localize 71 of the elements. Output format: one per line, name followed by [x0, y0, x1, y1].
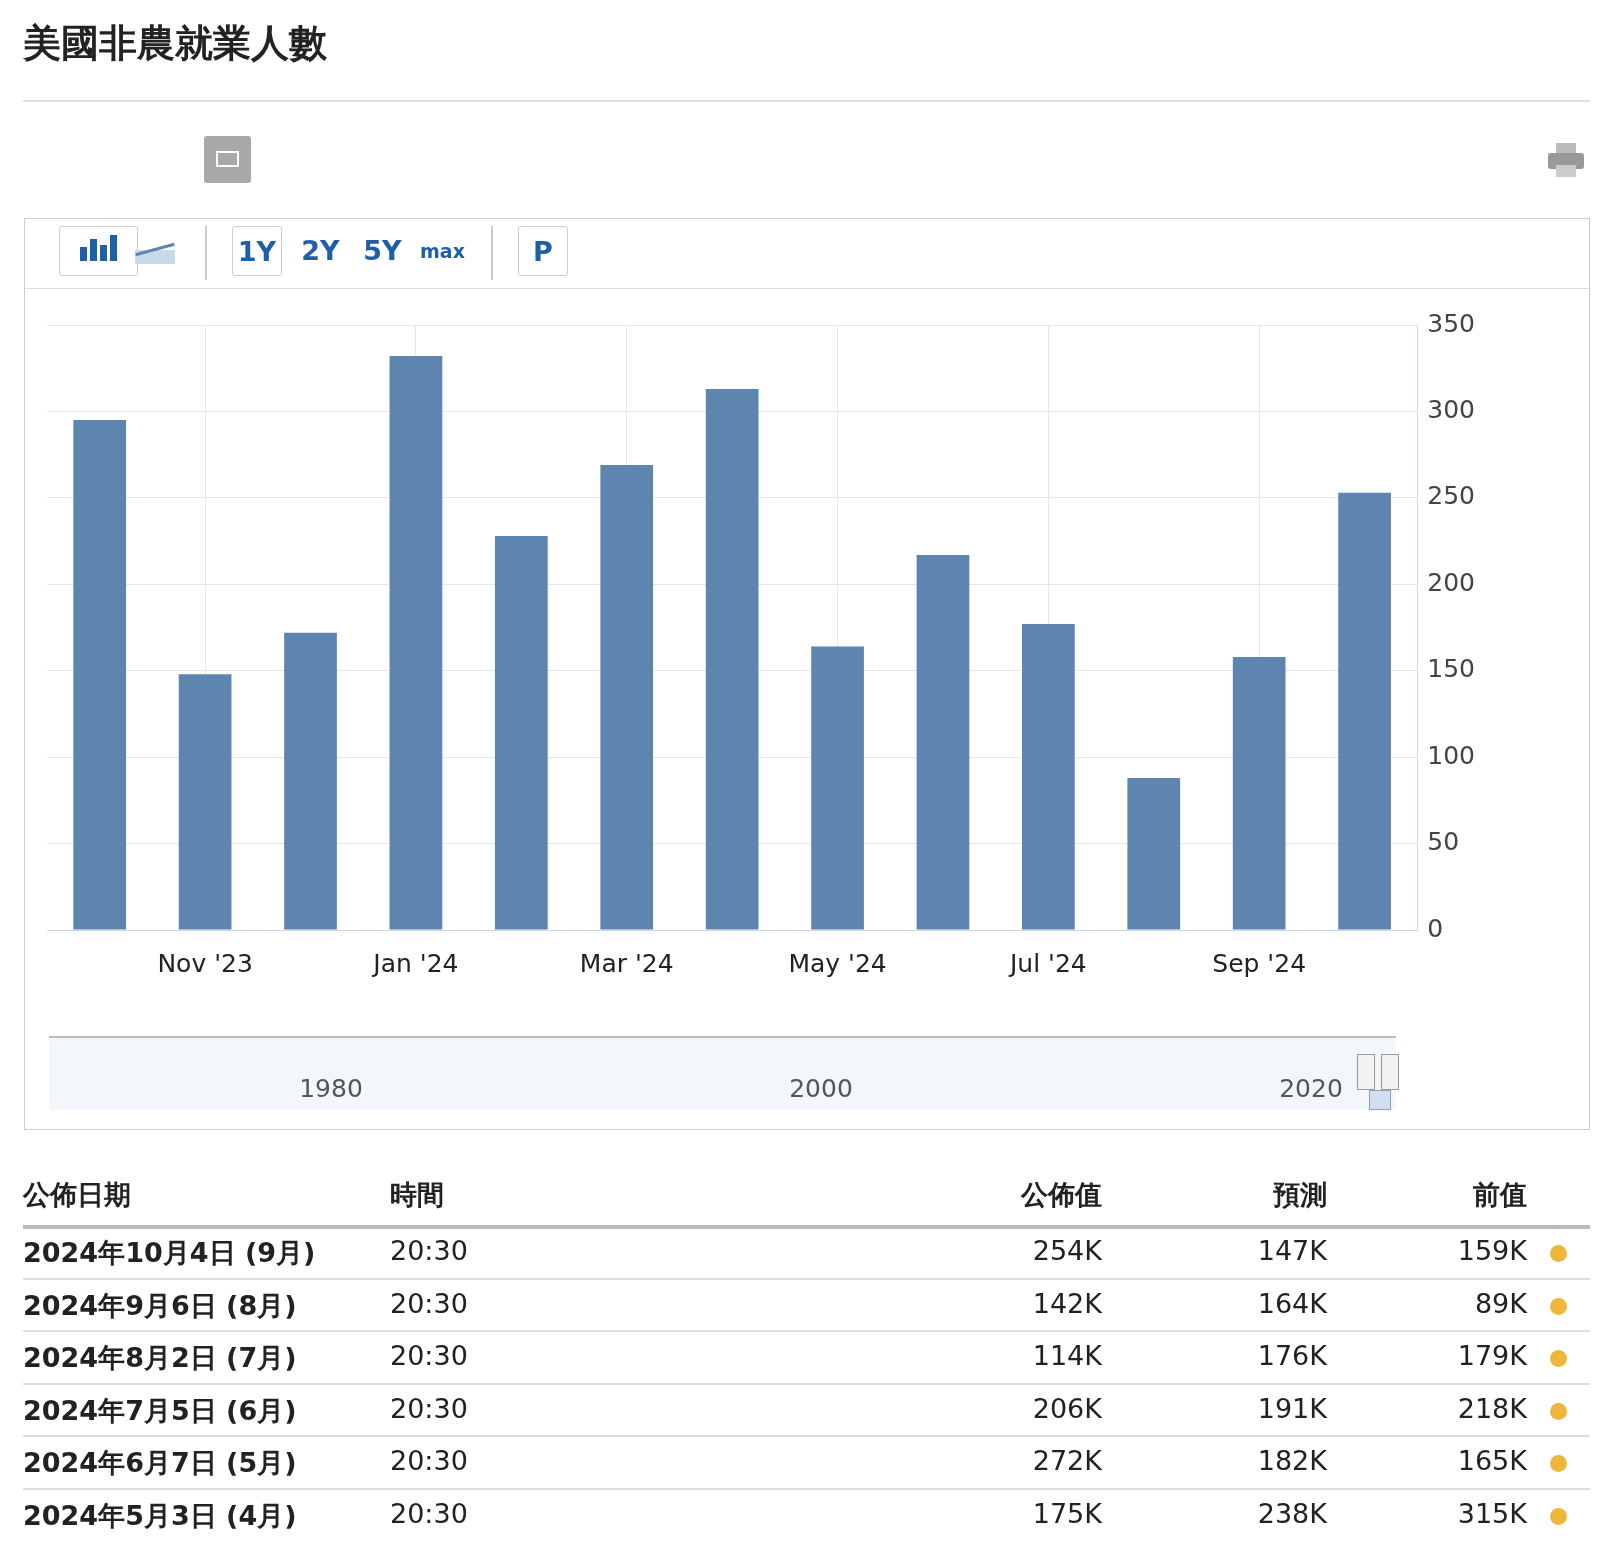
text: 5Y: [362, 234, 403, 268]
bar: [811, 646, 864, 930]
text: 20:30: [390, 1340, 468, 1371]
bar: [916, 554, 970, 930]
text: 20:30: [390, 1445, 468, 1476]
text: 315K: [1457, 1497, 1527, 1529]
text: 2024年9月6日 (8月): [23, 1288, 297, 1323]
text: max: [420, 239, 465, 264]
text: 206K: [1032, 1392, 1102, 1424]
text: 1Y: [232, 226, 282, 276]
x-tick-label: Jul '24: [1007, 948, 1087, 978]
text: 2024年7月5日 (6月): [23, 1393, 297, 1428]
text: 20:30: [390, 1235, 468, 1266]
chart-title: 美國非農就業人數: [23, 20, 327, 67]
text: 2020: [1278, 1074, 1344, 1103]
bar: [73, 420, 127, 930]
text: 2024年6月7日 (5月): [23, 1446, 297, 1480]
text: 20:30: [390, 1497, 468, 1529]
text: 176K: [1257, 1340, 1327, 1371]
bar: [600, 465, 654, 930]
text: 公佈日期: [23, 1178, 131, 1212]
text: 254K: [1032, 1235, 1102, 1266]
text: 公佈值: [1021, 1178, 1102, 1212]
text: 238K: [1257, 1497, 1327, 1529]
x-tick-label: Mar '24: [579, 948, 674, 978]
text: 20:30: [390, 1392, 468, 1424]
text: 2Y: [300, 234, 341, 268]
y-tick-label: 0: [1427, 913, 1444, 943]
text: 164K: [1257, 1287, 1327, 1319]
bar: [389, 356, 443, 930]
bar: [1232, 656, 1286, 930]
x-tick-label: May '24: [788, 948, 887, 978]
y-tick-label: 100: [1427, 740, 1475, 770]
text: 182K: [1257, 1445, 1327, 1476]
text: 159K: [1457, 1235, 1527, 1266]
bar: [284, 632, 337, 930]
text: 前值: [1473, 1178, 1527, 1212]
text: 2024年8月2日 (7月): [23, 1341, 297, 1375]
text: 179K: [1457, 1340, 1527, 1371]
x-tick-label: Sep '24: [1212, 948, 1307, 978]
x-tick-label: Nov '23: [157, 948, 253, 978]
y-tick-label: 200: [1427, 567, 1475, 597]
y-tick-label: 150: [1427, 654, 1475, 684]
bar: [178, 674, 232, 930]
bar: [1338, 492, 1391, 930]
text: 2024年5月3日 (4月): [23, 1498, 297, 1533]
y-tick-label: 300: [1427, 394, 1475, 424]
text: 2000: [788, 1074, 854, 1103]
text: 預測: [1273, 1178, 1327, 1212]
text: 165K: [1457, 1445, 1527, 1476]
text: 89K: [1474, 1287, 1527, 1319]
text: 191K: [1257, 1392, 1327, 1424]
text: 142K: [1032, 1287, 1102, 1319]
text: 272K: [1032, 1445, 1102, 1476]
text: 114K: [1032, 1340, 1102, 1371]
text: 1980: [298, 1074, 364, 1103]
text: P: [518, 226, 568, 276]
bar: [1127, 777, 1181, 930]
text: 218K: [1457, 1392, 1527, 1424]
text: 147K: [1257, 1235, 1327, 1266]
text: 時間: [390, 1178, 444, 1212]
bar: [705, 388, 759, 930]
text: 175K: [1032, 1497, 1102, 1529]
text: 2024年10月4日 (9月): [23, 1236, 316, 1270]
text: 20:30: [390, 1287, 468, 1319]
bar: [1022, 624, 1075, 930]
y-tick-label: 350: [1427, 308, 1475, 338]
bar: [494, 535, 548, 930]
x-tick-label: Jan '24: [371, 948, 459, 978]
y-tick-label: 50: [1427, 827, 1460, 857]
y-tick-label: 250: [1427, 481, 1475, 511]
